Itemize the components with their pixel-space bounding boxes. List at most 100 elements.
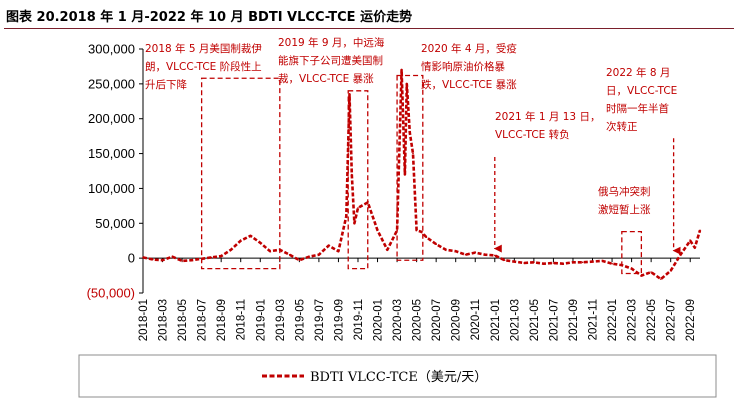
x-tick-label: 2020-01 — [373, 299, 385, 341]
data-point — [142, 256, 144, 259]
annotation-text: 2020 年 4 月，受疫 — [421, 42, 517, 55]
data-point — [679, 253, 682, 256]
x-tick-label: 2021-11 — [588, 299, 600, 340]
data-point — [318, 253, 320, 256]
annotation-text: 能旗下子公司遭美国制 — [278, 54, 383, 67]
data-point — [210, 256, 213, 259]
data-point — [474, 251, 477, 254]
x-tick-label: 2019-01 — [255, 299, 267, 341]
annotation-text: 次转正 — [606, 120, 638, 133]
data-point — [161, 259, 164, 262]
data-point — [200, 258, 203, 260]
annotation-text: 日，VLCC-TCE — [606, 85, 677, 97]
data-point — [640, 274, 643, 277]
annotation-text: 2019 年 9 月，中远海 — [278, 36, 385, 49]
x-tick-label: 2021-03 — [509, 299, 521, 341]
legend: BDTI VLCC-TCE（美元/天） — [78, 354, 717, 398]
annotation-text: 朗，VLCC-TCE 阶段性上 — [145, 60, 262, 73]
data-point — [298, 259, 301, 262]
x-tick-label: 2021-01 — [490, 299, 502, 341]
data-point — [406, 83, 408, 85]
data-point — [152, 258, 154, 261]
data-point — [542, 262, 545, 265]
x-tick-label: 2018-07 — [197, 299, 209, 341]
data-point — [376, 229, 379, 232]
data-point — [621, 264, 623, 266]
y-tick-label: 50,000 — [95, 216, 135, 231]
data-point — [396, 229, 398, 232]
annotation-text: 升后下降 — [145, 78, 187, 91]
data-point — [435, 243, 438, 245]
data-point — [562, 262, 564, 265]
x-tick-label: 2019-11 — [353, 299, 365, 340]
axes: 300,000 250,000 200,000 150,000 100,000 50,00… — [87, 42, 700, 341]
data-point — [494, 254, 496, 257]
data-point — [611, 262, 613, 265]
annotation-text: 激短暂上涨 — [598, 203, 651, 216]
data-point — [445, 249, 447, 251]
annotation-arrows — [493, 138, 681, 255]
x-tick-label: 2022-05 — [646, 299, 658, 341]
data-point — [454, 250, 457, 252]
x-tick-label: 2020-09 — [451, 299, 463, 341]
data-point — [669, 269, 672, 272]
data-point — [345, 215, 348, 218]
x-tick-label: 2018-03 — [158, 299, 170, 341]
data-point — [357, 207, 359, 209]
y-tick-label: 250,000 — [88, 76, 135, 91]
data-point — [415, 229, 418, 232]
y-tick-label: 100,000 — [88, 181, 135, 196]
annotation-text: VLCC-TCE 转负 — [495, 128, 570, 141]
data-point — [171, 255, 174, 258]
data-point — [699, 229, 701, 232]
data-point — [269, 250, 271, 252]
data-point — [400, 69, 403, 71]
y-tick-label: 150,000 — [88, 146, 135, 161]
data-point — [523, 262, 525, 264]
y-tick-label: 0 — [128, 251, 135, 266]
title-divider — [4, 28, 734, 29]
data-point — [581, 261, 584, 264]
highlight-box — [621, 231, 643, 275]
data-point — [351, 173, 353, 176]
data-point — [572, 261, 574, 264]
series-line-vlcc-tce — [142, 68, 702, 281]
data-point — [484, 253, 486, 256]
data-point — [591, 260, 594, 263]
data-point — [412, 152, 414, 155]
data-point — [220, 255, 222, 257]
y-tick-label: 300,000 — [88, 42, 135, 57]
annotation-text: 跌，VLCC-TCE 暴涨 — [421, 78, 517, 91]
data-point — [288, 253, 291, 256]
data-point — [308, 255, 310, 258]
data-point — [689, 239, 691, 242]
data-point — [348, 93, 351, 96]
x-tick-label: 2019-09 — [333, 299, 345, 341]
data-point — [533, 261, 535, 264]
data-point — [386, 249, 389, 251]
x-tick-label: 2018-11 — [236, 299, 248, 340]
data-point — [601, 260, 604, 262]
data-point — [464, 253, 467, 256]
x-tick-label: 2018-05 — [177, 299, 189, 341]
annotation-text: 2021 年 1 月 13 日， — [495, 110, 600, 123]
data-point — [552, 262, 555, 264]
x-tick-label: 2019-07 — [314, 299, 326, 341]
legend-frame — [78, 354, 717, 398]
data-point — [694, 246, 696, 249]
data-point — [259, 242, 262, 244]
legend-label: BDTI VLCC-TCE（美元/天） — [310, 370, 487, 385]
x-tick-label: 2020-03 — [392, 299, 404, 341]
y-tick-label: (50,000) — [87, 286, 135, 301]
data-point — [650, 271, 652, 273]
data-point — [367, 201, 369, 204]
data-point — [630, 267, 633, 270]
data-point — [239, 239, 242, 242]
highlight-box — [200, 77, 281, 270]
x-tick-label: 2022-03 — [627, 299, 639, 341]
data-point — [337, 250, 340, 252]
data-point — [353, 222, 356, 225]
annotation-text: 2022 年 8 月 — [606, 66, 670, 79]
data-point — [660, 278, 662, 280]
